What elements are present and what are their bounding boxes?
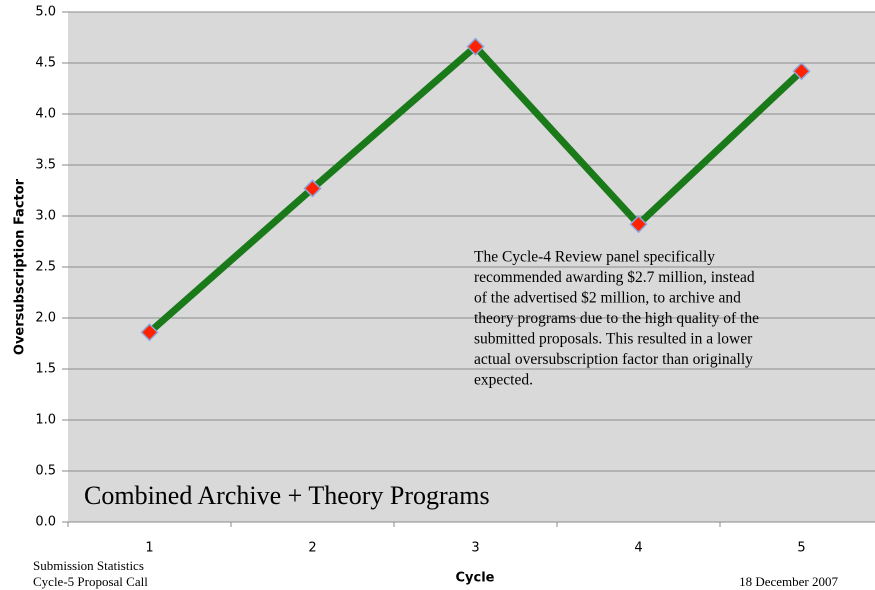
y-tick-label: 4.0: [35, 107, 56, 122]
footer-left: Submission Statistics: [33, 558, 144, 573]
annotation-line: recommended awarding $2.7 million, inste…: [474, 269, 755, 286]
annotation-line: of the advertised $2 million, to archive…: [474, 290, 741, 307]
marker: [792, 62, 811, 81]
y-tick-label: 2.5: [35, 260, 56, 275]
annotation-line: The Cycle-4 Review panel specifically: [474, 249, 715, 266]
x-tick-label: 5: [797, 541, 805, 556]
y-tick-label: 0.0: [35, 515, 56, 530]
y-tick-label: 1.5: [35, 362, 56, 377]
marker: [466, 37, 485, 56]
y-tick-label: 2.0: [35, 311, 56, 326]
y-tick-label: 5.0: [35, 5, 56, 20]
x-axis-label: Cycle: [456, 571, 495, 586]
annotation-line: theory programs due to the high quality …: [474, 310, 759, 327]
y-tick-label: 0.5: [35, 464, 56, 479]
x-tick-label: 2: [308, 541, 316, 556]
footer-left: Cycle-5 Proposal Call: [33, 574, 148, 589]
annotation-line: actual oversubscription factor than orig…: [474, 351, 753, 368]
marker: [140, 323, 159, 342]
y-tick-label: 4.5: [35, 56, 56, 71]
inner-label: Combined Archive + Theory Programs: [84, 481, 490, 510]
y-tick-label: 1.0: [35, 413, 56, 428]
y-axis-label: Oversubscription Factor: [13, 178, 28, 355]
y-tick-label: 3.0: [35, 209, 56, 224]
marker: [303, 179, 322, 198]
annotation-line: expected.: [474, 372, 533, 389]
marker: [629, 215, 648, 234]
x-tick-label: 3: [471, 541, 479, 556]
footer-right: 18 December 2007: [739, 574, 838, 589]
annotation-line: submitted proposals. This resulted in a …: [474, 331, 753, 348]
y-tick-label: 3.5: [35, 158, 56, 173]
x-tick-label: 4: [634, 541, 642, 556]
x-tick-label: 1: [145, 541, 153, 556]
